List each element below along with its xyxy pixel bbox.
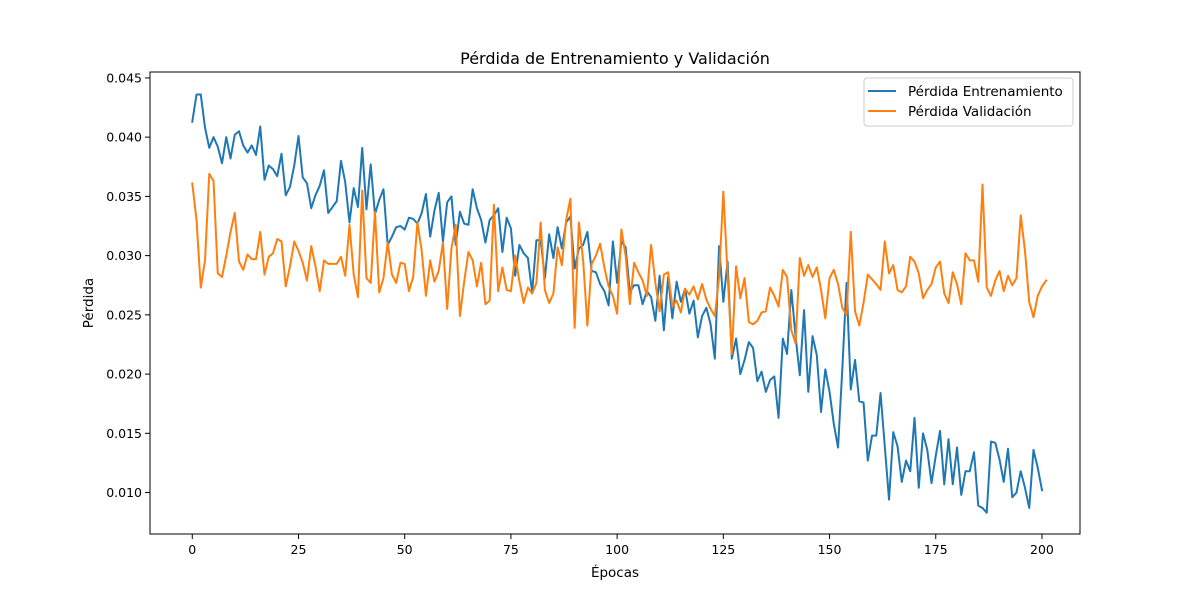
x-tick-label: 75 bbox=[503, 542, 519, 557]
x-tick-label: 25 bbox=[291, 542, 307, 557]
y-tick-label: 0.015 bbox=[106, 426, 142, 441]
chart-title: Pérdida de Entrenamiento y Validación bbox=[460, 49, 770, 68]
y-axis-label: Pérdida bbox=[81, 278, 97, 328]
x-tick-label: 175 bbox=[924, 542, 948, 557]
y-tick-label: 0.025 bbox=[106, 307, 142, 322]
y-tick-label: 0.040 bbox=[106, 130, 142, 145]
plot-frame bbox=[149, 71, 1081, 535]
x-tick-label: 50 bbox=[397, 542, 413, 557]
y-tick-label: 0.030 bbox=[106, 248, 142, 263]
legend-label-validation: Pérdida Validación bbox=[908, 104, 1032, 120]
x-tick-label: 200 bbox=[1030, 542, 1054, 557]
y-tick-label: 0.045 bbox=[106, 70, 142, 85]
series-line-1 bbox=[191, 172, 1048, 355]
legend-label-train: Pérdida Entrenamiento bbox=[908, 84, 1063, 100]
y-tick-label: 0.035 bbox=[106, 189, 142, 204]
y-tick-label: 0.010 bbox=[106, 485, 142, 500]
x-tick-label: 150 bbox=[818, 542, 842, 557]
x-axis-label: Épocas bbox=[591, 564, 639, 581]
series-line-0 bbox=[191, 93, 1044, 514]
x-tick-label: 100 bbox=[605, 542, 629, 557]
legend: Pérdida Entrenamiento Pérdida Validación bbox=[863, 77, 1074, 127]
legend-box bbox=[863, 77, 1074, 127]
plot-lines bbox=[191, 93, 1048, 514]
x-tick-label: 0 bbox=[188, 542, 196, 557]
y-axis-ticks: 0.010 0.015 0.020 0.025 0.030 0.035 0.040 0.045 bbox=[106, 70, 150, 500]
x-axis-ticks: 0 25 50 75 100 125 150 175 200 bbox=[188, 534, 1054, 557]
y-tick-label: 0.020 bbox=[106, 367, 142, 382]
x-tick-label: 125 bbox=[711, 542, 735, 557]
